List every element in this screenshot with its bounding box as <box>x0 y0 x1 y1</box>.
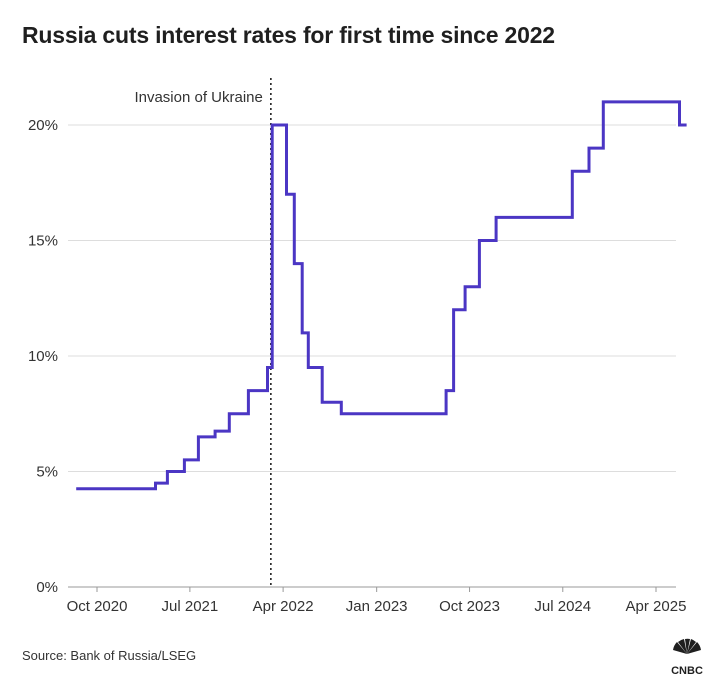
x-tick-label: Oct 2020 <box>67 598 128 615</box>
rate-chart: 0% 5% 10% 15% 20% Oct 2020 Jul 2021 Apr 2022 Ja… <box>28 78 687 615</box>
series-layer <box>76 100 687 491</box>
source-note: Source: Bank of Russia/LSEG <box>22 648 197 663</box>
gridlines <box>68 124 676 588</box>
x-tick-label: Apr 2022 <box>253 598 314 615</box>
invasion-annotation-label: Invasion of Ukraine <box>134 89 262 106</box>
x-tick-label: Jul 2024 <box>534 598 591 615</box>
x-tick-label: Jan 2023 <box>346 598 408 615</box>
series-line-policy-rate <box>76 100 687 491</box>
y-tick-label: 5% <box>36 464 58 481</box>
x-tick-label: Oct 2023 <box>439 598 500 615</box>
chart-title: Russia cuts interest rates for first tim… <box>22 22 555 48</box>
y-tick-label: 20% <box>28 117 58 134</box>
y-axis-ticks: 0% 5% 10% 15% 20% <box>28 117 58 596</box>
y-tick-label: 15% <box>28 233 58 250</box>
y-tick-label: 0% <box>36 579 58 596</box>
logo-text: CNBC <box>671 665 703 677</box>
x-tick-label: Jul 2021 <box>162 598 219 615</box>
y-tick-label: 10% <box>28 348 58 365</box>
annotation-layer: Invasion of Ukraine <box>134 78 272 587</box>
x-tick-label: Apr 2025 <box>626 598 687 615</box>
x-axis-ticks: Oct 2020 Jul 2021 Apr 2022 Jan 2023 Oct 2023… <box>67 587 687 615</box>
cnbc-logo: CNBC <box>671 638 703 677</box>
